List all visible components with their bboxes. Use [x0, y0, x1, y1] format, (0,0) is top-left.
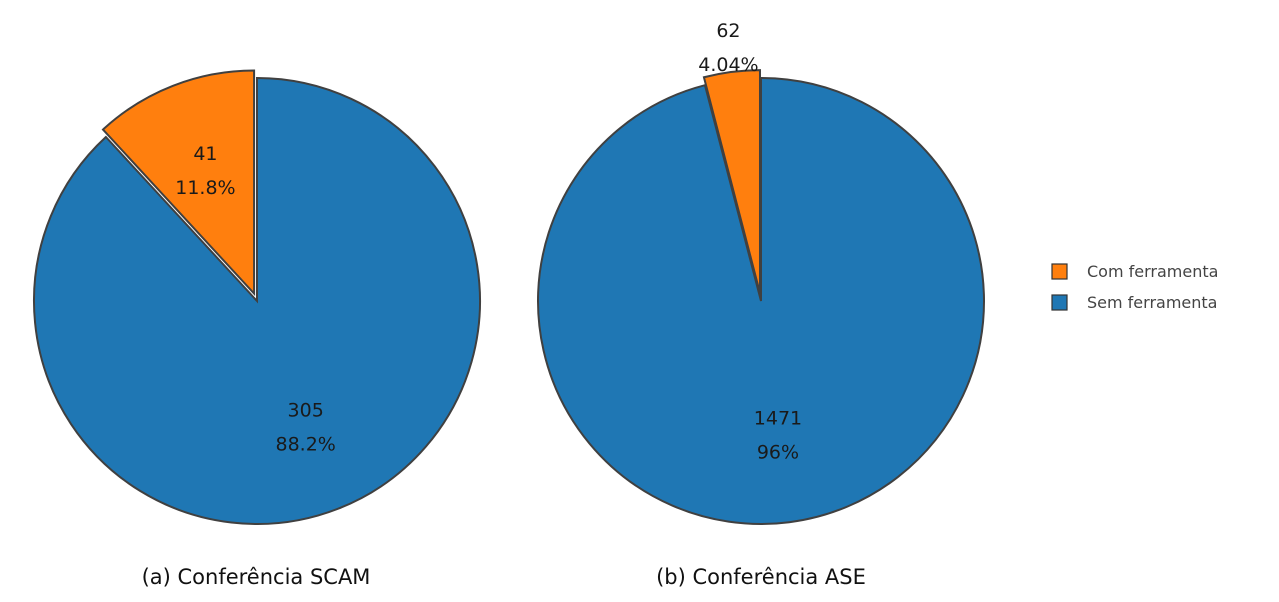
legend-swatch-com-ferramenta — [1052, 264, 1067, 279]
slice-percent-label: 88.2% — [275, 434, 335, 456]
slice-percent-label: 11.8% — [175, 177, 235, 199]
slice-value-label: 41 — [193, 143, 217, 165]
slice-percent-label: 4.04% — [698, 54, 758, 76]
slice-value-label: 1471 — [754, 408, 802, 430]
legend: Com ferramenta Sem ferramenta — [1052, 262, 1218, 312]
slice-value-label: 305 — [288, 400, 324, 422]
pie-chart-scam: 41 11.8% 305 88.2% — [34, 71, 480, 524]
slice-value-label: 62 — [716, 20, 740, 42]
legend-label-com-ferramenta: Com ferramenta — [1087, 262, 1218, 281]
pie-slice-sem-ferramenta — [34, 78, 480, 524]
slice-percent-label: 96% — [757, 442, 799, 464]
caption-ase: (b) Conferência ASE — [656, 565, 866, 589]
legend-swatch-sem-ferramenta — [1052, 295, 1067, 310]
caption-scam: (a) Conferência SCAM — [142, 565, 371, 589]
pie-chart-ase: 62 4.04% 1471 96% — [538, 20, 984, 524]
legend-label-sem-ferramenta: Sem ferramenta — [1087, 293, 1217, 312]
